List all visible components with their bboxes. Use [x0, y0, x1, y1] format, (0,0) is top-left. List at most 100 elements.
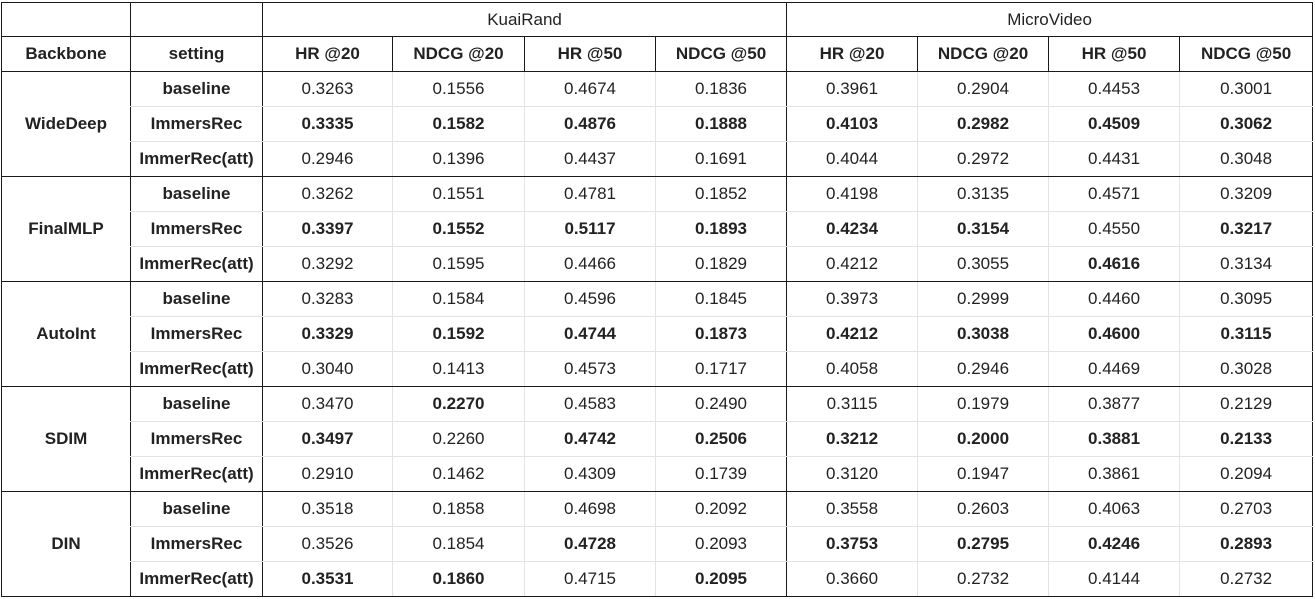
metric-value-cell: 0.1396	[392, 141, 525, 177]
metric-value-cell: 0.3470	[262, 386, 393, 422]
metric-value-cell: 0.4309	[524, 456, 656, 492]
corner-empty-cell	[130, 2, 263, 37]
column-header-metric: NDCG @50	[1179, 36, 1314, 72]
metric-value-cell: 0.4437	[524, 141, 656, 177]
setting-label: ImmersRec	[130, 106, 263, 142]
metric-value-cell: 0.3861	[1048, 456, 1180, 492]
table-row: AutoInt baseline 0.3283 0.1584 0.4596 0.1845 0…	[1, 281, 1314, 387]
metric-value-cell: 0.3040	[262, 351, 393, 387]
metric-value-cell: 0.3212	[786, 421, 918, 457]
metric-value-cell: 0.3283	[262, 281, 393, 317]
metric-value-cell: 0.2982	[917, 106, 1049, 142]
metric-value-cell: 0.2703	[1179, 491, 1314, 527]
metric-value-cell: 0.3209	[1179, 176, 1314, 212]
column-header-metric: NDCG @20	[392, 36, 525, 72]
metric-value-cell: 0.1739	[654, 456, 787, 492]
metric-value-cell: 0.3973	[786, 281, 918, 317]
setting-label: ImmersRec	[130, 421, 263, 457]
metric-value-cell: 0.3877	[1048, 386, 1180, 422]
metric-value-cell: 0.2000	[917, 421, 1049, 457]
metric-value-cell: 0.1860	[392, 561, 525, 597]
metric-value-cell: 0.4469	[1048, 351, 1180, 387]
metric-value-cell: 0.1595	[392, 246, 525, 282]
table-row: ImmersRec 0.3329 0.1592 0.4744 0.1873 0.4212 0…	[2, 316, 1314, 352]
column-header-metric: HR @20	[262, 36, 393, 72]
metric-value-cell: 0.4550	[1048, 211, 1180, 247]
metric-value-cell: 0.4600	[1048, 316, 1180, 352]
column-header-metric: NDCG @20	[917, 36, 1049, 72]
metric-value-cell: 0.4198	[786, 176, 918, 212]
table-row: FinalMLP baseline 0.3262 0.1551 0.4781 0.1852…	[1, 176, 1314, 282]
table-row: ImmersRec 0.3397 0.1552 0.5117 0.1893 0.4234 0…	[2, 211, 1314, 247]
metric-value-cell: 0.1462	[392, 456, 525, 492]
metric-value-cell: 0.3062	[1179, 106, 1314, 142]
metric-value-cell: 0.3753	[786, 526, 918, 562]
metric-value-cell: 0.3961	[786, 71, 918, 107]
table-row: ImmersRec 0.3335 0.1582 0.4876 0.1888 0.4103 0…	[2, 106, 1314, 142]
metric-value-cell: 0.4573	[524, 351, 656, 387]
metric-value-cell: 0.2095	[654, 561, 787, 597]
metric-value-cell: 0.1556	[392, 71, 525, 107]
metric-value-cell: 0.2732	[1179, 561, 1314, 597]
column-header-setting: setting	[130, 36, 263, 72]
metric-value-cell: 0.3660	[786, 561, 918, 597]
table-row: ImmersRec 0.3526 0.1854 0.4728 0.2093 0.3753 0…	[2, 526, 1314, 562]
setting-label: ImmerRec(att)	[130, 456, 263, 492]
column-header-backbone: Backbone	[1, 36, 131, 72]
backbone-name: SDIM	[1, 386, 131, 492]
backbone-name: WideDeep	[1, 71, 131, 177]
metric-value-cell: 0.4509	[1048, 106, 1180, 142]
table-row: DIN baseline 0.3518 0.1858 0.4698 0.2092 0.355…	[1, 491, 1314, 597]
setting-label: baseline	[130, 176, 263, 212]
metric-value-cell: 0.3263	[262, 71, 393, 107]
metric-value-cell: 0.3881	[1048, 421, 1180, 457]
metric-value-cell: 0.2904	[917, 71, 1049, 107]
metric-value-cell: 0.2946	[917, 351, 1049, 387]
metric-value-cell: 0.3329	[262, 316, 393, 352]
metric-value-cell: 0.4728	[524, 526, 656, 562]
metric-value-cell: 0.1691	[654, 141, 787, 177]
setting-label: baseline	[130, 71, 263, 107]
dataset-header-microvideo: MicroVideo	[786, 2, 1314, 37]
metric-value-cell: 0.4698	[524, 491, 656, 527]
metric-value-cell: 0.2094	[1179, 456, 1314, 492]
metric-value-cell: 0.3292	[262, 246, 393, 282]
metric-value-cell: 0.3497	[262, 421, 393, 457]
metric-value-cell: 0.3001	[1179, 71, 1314, 107]
setting-label: ImmerRec(att)	[130, 351, 263, 387]
metric-value-cell: 0.3518	[262, 491, 393, 527]
metric-value-cell: 0.4044	[786, 141, 918, 177]
metric-value-cell: 0.1551	[392, 176, 525, 212]
metric-value-cell: 0.3531	[262, 561, 393, 597]
metric-value-cell: 0.1888	[654, 106, 787, 142]
metric-value-cell: 0.3120	[786, 456, 918, 492]
setting-label: ImmersRec	[130, 316, 263, 352]
setting-label: baseline	[130, 491, 263, 527]
column-header-metric: HR @20	[786, 36, 918, 72]
setting-label: baseline	[130, 386, 263, 422]
dataset-header-kuairand: KuaiRand	[261, 2, 787, 37]
metric-value-cell: 0.4212	[786, 316, 918, 352]
setting-label: ImmerRec(att)	[130, 141, 263, 177]
metric-value-cell: 0.3154	[917, 211, 1049, 247]
metric-value-cell: 0.1582	[392, 106, 525, 142]
metric-value-cell: 0.4742	[524, 421, 656, 457]
metric-value-cell: 0.1893	[654, 211, 787, 247]
column-header-metric: HR @50	[1048, 36, 1180, 72]
metric-value-cell: 0.4674	[524, 71, 656, 107]
metric-value-cell: 0.4466	[524, 246, 656, 282]
metric-value-cell: 0.2270	[392, 386, 525, 422]
metric-value-cell: 0.1852	[654, 176, 787, 212]
metric-value-cell: 0.1836	[654, 71, 787, 107]
metric-value-cell: 0.2910	[262, 456, 393, 492]
metric-value-cell: 0.3217	[1179, 211, 1314, 247]
metric-value-cell: 0.4453	[1048, 71, 1180, 107]
table-row: SDIM baseline 0.3470 0.2270 0.4583 0.2490 0.31…	[1, 386, 1314, 492]
table-row: ImmerRec(att) 0.3040 0.1413 0.4573 0.1717 0.4…	[2, 351, 1314, 387]
metric-value-cell: 0.1858	[392, 491, 525, 527]
metric-value-cell: 0.3055	[917, 246, 1049, 282]
metric-value-cell: 0.4571	[1048, 176, 1180, 212]
setting-label: ImmerRec(att)	[130, 561, 263, 597]
metric-value-cell: 0.1552	[392, 211, 525, 247]
metric-value-cell: 0.3115	[786, 386, 918, 422]
